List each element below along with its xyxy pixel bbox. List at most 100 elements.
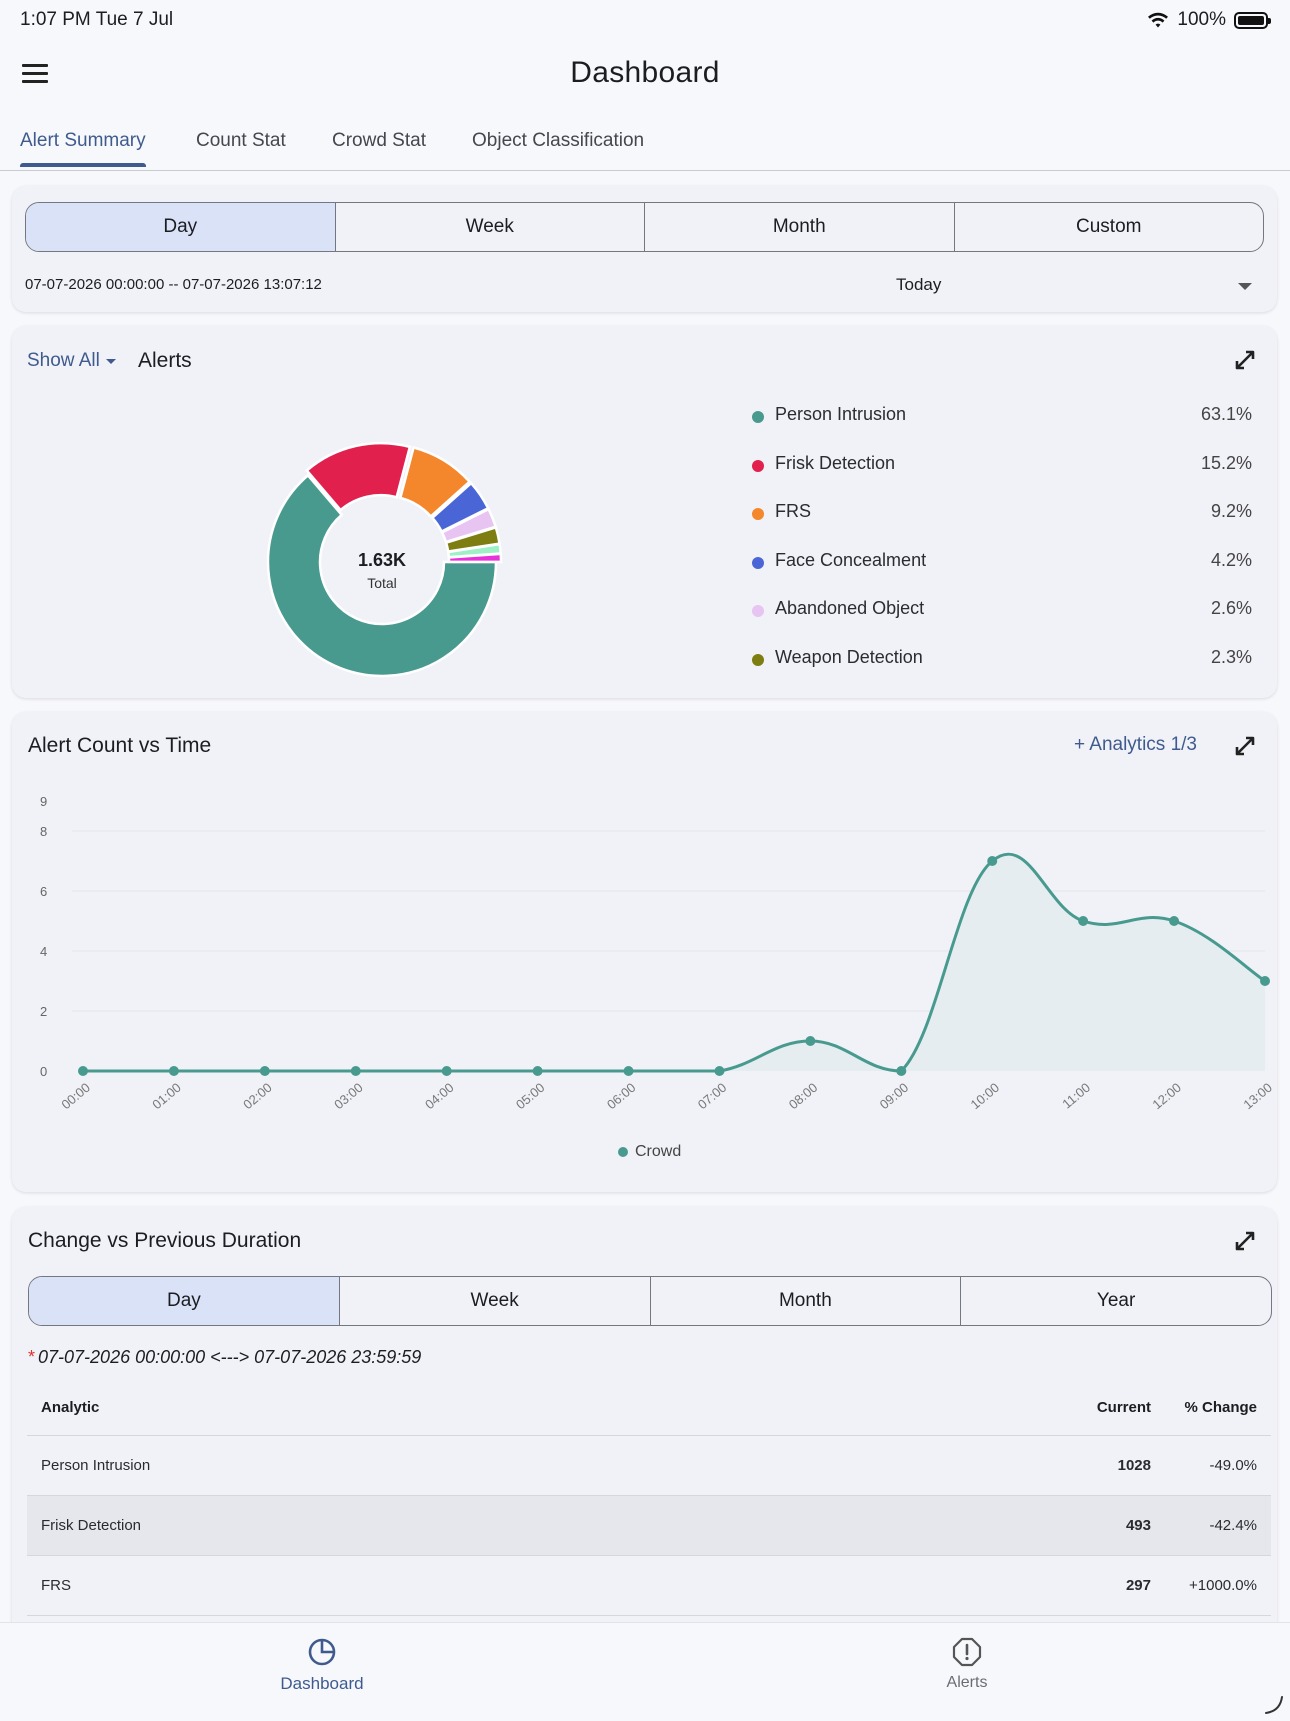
alert-count-card: Alert Count vs Time + Analytics 1/3 0 2 4 6… bbox=[12, 712, 1277, 1192]
tab-count-stat[interactable]: Count Stat bbox=[196, 130, 286, 151]
alert-count-title: Alert Count vs Time bbox=[28, 734, 212, 757]
y-tick-label: 2 bbox=[40, 1004, 47, 1019]
change-year-button[interactable]: Year bbox=[960, 1277, 1271, 1325]
cell-change: -42.4% bbox=[1165, 1495, 1271, 1556]
expand-icon[interactable] bbox=[1233, 734, 1257, 758]
table-row[interactable]: Person Intrusion 1028 -49.0% bbox=[27, 1435, 1271, 1496]
data-point[interactable] bbox=[350, 1066, 361, 1076]
change-month-button[interactable]: Month bbox=[649, 1277, 961, 1325]
alert-count-area-chart: 0 2 4 6 8 9 00:00 01:00 02:00 03:00 04:00 05:00 06:… bbox=[40, 794, 1275, 1112]
data-point[interactable] bbox=[623, 1066, 634, 1076]
nav-alerts[interactable]: Alerts bbox=[867, 1637, 1067, 1692]
x-tick-label: 13:00 bbox=[1240, 1080, 1275, 1112]
caret-down-icon bbox=[105, 358, 116, 364]
show-all-filter[interactable]: Show All bbox=[27, 350, 116, 372]
y-tick-label: 0 bbox=[40, 1064, 47, 1079]
legend-item[interactable]: Frisk Detection 15.2% bbox=[740, 453, 1272, 502]
legend-dot bbox=[752, 653, 764, 666]
legend-name: Weapon Detection bbox=[775, 646, 923, 667]
dropdown-arrow-icon[interactable] bbox=[1238, 283, 1252, 290]
x-tick-label: 09:00 bbox=[877, 1080, 912, 1112]
nav-alerts-label: Alerts bbox=[946, 1674, 988, 1691]
tab-alert-summary[interactable]: Alert Summary bbox=[20, 130, 146, 167]
cell-change: -49.0% bbox=[1165, 1435, 1271, 1496]
cell-analytic: Person Intrusion bbox=[27, 1435, 1045, 1496]
cell-analytic: FRS bbox=[27, 1555, 1045, 1616]
data-point[interactable] bbox=[168, 1066, 179, 1076]
alerts-card: Show All Alerts 1.63K Total Person Intru… bbox=[12, 326, 1277, 698]
preset-dropdown-value[interactable]: Today bbox=[896, 275, 942, 294]
donut-slice-frs[interactable] bbox=[398, 445, 472, 519]
data-point[interactable] bbox=[259, 1066, 270, 1076]
legend-dot bbox=[752, 459, 764, 472]
change-week-button[interactable]: Week bbox=[338, 1277, 650, 1325]
table-row[interactable]: Frisk Detection 493 -42.4% bbox=[27, 1495, 1271, 1556]
data-point[interactable] bbox=[714, 1066, 725, 1076]
data-point[interactable] bbox=[987, 856, 998, 866]
period-day-button[interactable]: Day bbox=[26, 203, 335, 251]
change-day-button[interactable]: Day bbox=[29, 1277, 339, 1325]
nav-dashboard[interactable]: Dashboard bbox=[222, 1637, 422, 1694]
data-point[interactable] bbox=[78, 1066, 88, 1076]
expand-icon[interactable] bbox=[1233, 1229, 1257, 1253]
tab-object-classification[interactable]: Object Classification bbox=[472, 130, 645, 151]
legend-name: FRS bbox=[775, 501, 811, 521]
table-row[interactable]: FRS 297 +1000.0% bbox=[27, 1555, 1271, 1616]
x-tick-label: 12:00 bbox=[1149, 1080, 1184, 1112]
add-analytics-button[interactable]: + Analytics 1/3 bbox=[1073, 734, 1197, 755]
chart-area-fill bbox=[83, 854, 1265, 1071]
period-week-button[interactable]: Week bbox=[334, 203, 645, 251]
period-custom-button[interactable]: Custom bbox=[953, 203, 1264, 251]
x-tick-label: 07:00 bbox=[695, 1080, 730, 1112]
alert-octagon-icon bbox=[952, 1637, 982, 1667]
alerts-legend: Person Intrusion 63.1% Frisk Detection 1… bbox=[740, 404, 1272, 695]
legend-item[interactable]: Face Concealment 4.2% bbox=[740, 550, 1272, 599]
data-point[interactable] bbox=[1169, 916, 1180, 926]
period-month-button[interactable]: Month bbox=[644, 203, 954, 251]
y-tick-label: 4 bbox=[40, 944, 47, 959]
donut-slice-person-intrusion[interactable] bbox=[266, 473, 498, 678]
tab-crowd-stat[interactable]: Crowd Stat bbox=[332, 130, 426, 151]
x-tick-label: 06:00 bbox=[604, 1080, 639, 1112]
menu-icon[interactable] bbox=[22, 64, 48, 84]
x-tick-label: 10:00 bbox=[968, 1080, 1003, 1112]
column-header-analytic[interactable]: Analytic bbox=[27, 1380, 1045, 1436]
legend-pct: 15.2% bbox=[1200, 452, 1252, 473]
x-tick-label: 01:00 bbox=[149, 1080, 184, 1112]
alerts-title: Alerts bbox=[138, 349, 192, 372]
table-header-row: Analytic Current % Change bbox=[27, 1380, 1271, 1436]
data-point[interactable] bbox=[441, 1066, 452, 1076]
expand-icon[interactable] bbox=[1233, 348, 1257, 372]
legend-item[interactable]: Abandoned Object 2.6% bbox=[740, 598, 1272, 647]
donut-slice-frisk-detection[interactable] bbox=[305, 441, 412, 512]
bottom-navigation: Dashboard Alerts bbox=[0, 1622, 1290, 1721]
column-header-change[interactable]: % Change bbox=[1165, 1380, 1271, 1436]
x-tick-label: 05:00 bbox=[513, 1080, 548, 1112]
legend-item[interactable]: FRS 9.2% bbox=[740, 501, 1272, 550]
column-header-current[interactable]: Current bbox=[1045, 1380, 1165, 1436]
data-point[interactable] bbox=[1260, 976, 1270, 986]
legend-name: Person Intrusion bbox=[775, 404, 907, 424]
legend-item[interactable]: Person Intrusion 63.1% bbox=[740, 404, 1272, 453]
data-point[interactable] bbox=[805, 1036, 816, 1046]
legend-dot bbox=[752, 411, 764, 423]
data-point[interactable] bbox=[896, 1066, 907, 1076]
range-note: * 07-07-2026 00:00:00 <---> 07-07-2026 23… bbox=[28, 1347, 421, 1368]
y-tick-label: 8 bbox=[40, 824, 47, 839]
donut-slice-other-magenta-[interactable] bbox=[447, 552, 503, 564]
date-range-text: 07-07-2026 00:00:00 -- 07-07-2026 13:07:… bbox=[25, 276, 322, 293]
data-point[interactable] bbox=[532, 1066, 543, 1076]
app-bar: Dashboard bbox=[0, 40, 1290, 112]
required-asterisk: * bbox=[28, 1347, 36, 1367]
change-table: Analytic Current % Change Person Intrusi… bbox=[27, 1380, 1271, 1616]
data-point[interactable] bbox=[1078, 916, 1089, 926]
chart-legend-label: Crowd bbox=[635, 1143, 682, 1160]
chart-legend: Crowd bbox=[618, 1143, 681, 1161]
legend-item[interactable]: Weapon Detection 2.3% bbox=[740, 647, 1272, 696]
resize-handle-icon bbox=[1265, 1696, 1283, 1714]
period-segmented-control: Day Week Month Custom bbox=[25, 202, 1264, 252]
x-tick-label: 02:00 bbox=[240, 1080, 275, 1112]
legend-pct: 2.6% bbox=[1210, 598, 1252, 618]
x-tick-label: 08:00 bbox=[786, 1080, 821, 1112]
legend-pct: 63.1% bbox=[1200, 404, 1252, 424]
